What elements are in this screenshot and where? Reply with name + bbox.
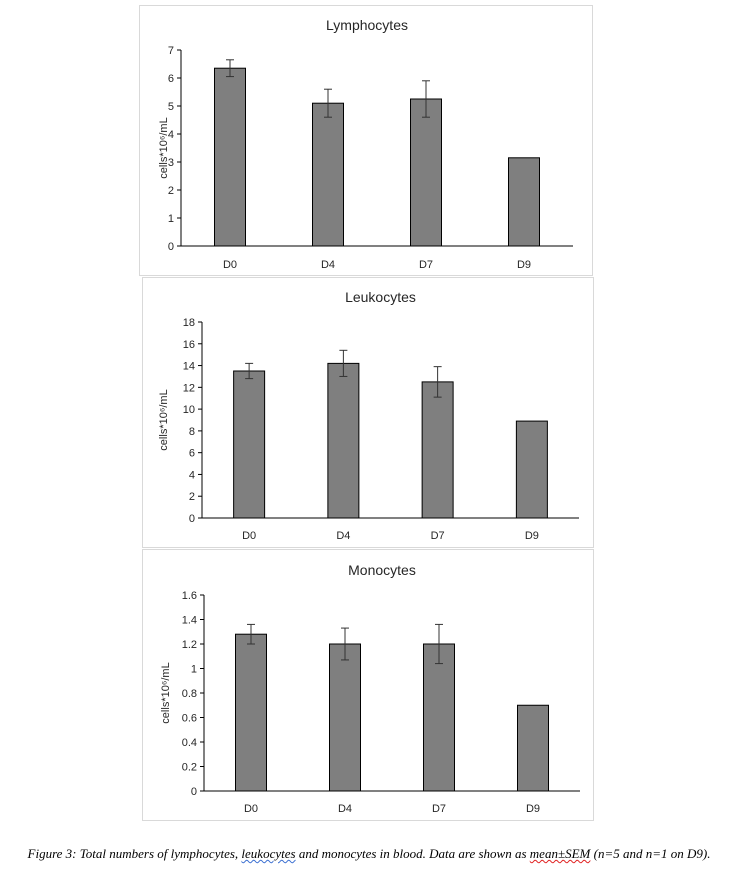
y-tick-label: 1.6 [182, 590, 197, 602]
x-tick-label-d0: D0 [223, 259, 237, 271]
y-tick-label: 8 [189, 426, 195, 438]
y-tick-label: 5 [168, 101, 174, 113]
bar-d7 [423, 643, 455, 792]
chart-panel-leukocytes: Leukocytes 0 2 4 6 8 10 12 14 16 18 cells*10⁶/mL D0 D… [142, 277, 594, 548]
x-tick-label-d0: D0 [244, 803, 258, 815]
caption-word-leukocytes: leukocytes [241, 846, 296, 861]
bar-d9 [517, 704, 549, 792]
bar-d0 [233, 370, 266, 519]
y-tick-label: 1.4 [182, 615, 197, 627]
y-tick-label: 0.4 [182, 737, 197, 749]
chart-title: Leukocytes [345, 289, 416, 305]
y-tick-label: 6 [189, 448, 195, 460]
chart-leukocytes: Leukocytes 0 2 4 6 8 10 12 14 16 18 cells*10⁶/mL D0 D… [158, 289, 579, 542]
bar-d9 [515, 420, 548, 519]
x-tick-label-d0: D0 [242, 530, 256, 542]
chart-title: Lymphocytes [326, 17, 408, 33]
bar-d4 [327, 362, 360, 519]
bar-d9 [508, 157, 540, 247]
chart-lymphocytes: Lymphocytes 0 1 2 3 4 5 6 7 cells*10⁶/mL D0 D4 D7 D9 [158, 17, 573, 271]
bar-d7 [410, 98, 442, 247]
x-tick-label-d9: D9 [517, 259, 531, 271]
y-axis-label: cells*10⁶/mL [160, 662, 172, 723]
y-tick-label: 10 [183, 404, 195, 416]
y-tick-label: 18 [183, 317, 195, 329]
bar-d4 [312, 102, 344, 247]
chart-monocytes: Monocytes 0 0.2 0.4 0.6 0.8 1 1.2 1.4 1.6 cells*10… [160, 562, 580, 815]
y-tick-label: 7 [168, 45, 174, 57]
x-tick-label-d4: D4 [336, 530, 350, 542]
y-tick-label: 0.6 [182, 713, 197, 725]
x-tick-label-d4: D4 [321, 259, 335, 271]
x-tick-label-d4: D4 [338, 803, 352, 815]
y-tick-label: 1.2 [182, 639, 197, 651]
y-tick-label: 14 [183, 361, 195, 373]
y-tick-label: 6 [168, 73, 174, 85]
y-tick-label: 0 [191, 786, 197, 798]
y-axis-label: cells*10⁶/mL [158, 117, 170, 178]
y-tick-label: 12 [183, 382, 195, 394]
bar-d0 [214, 67, 246, 247]
y-tick-label: 0 [168, 241, 174, 253]
y-tick-label: 1 [168, 213, 174, 225]
x-tick-label-d9: D9 [525, 530, 539, 542]
caption-word-mean-sem: mean±SEM [529, 846, 591, 861]
y-tick-label: 0.8 [182, 688, 197, 700]
chart-panel-lymphocytes: Lymphocytes 0 1 2 3 4 5 6 7 cells*10⁶/mL D0 D4 D7 D9 [139, 5, 593, 276]
y-tick-label: 1 [191, 664, 197, 676]
bar-d4 [329, 643, 361, 792]
y-tick-label: 2 [189, 491, 195, 503]
y-tick-label: 4 [189, 469, 195, 481]
chart-panel-monocytes: Monocytes 0 0.2 0.4 0.6 0.8 1 1.2 1.4 1.6 cells*10… [142, 549, 594, 821]
chart-title: Monocytes [348, 562, 416, 578]
y-tick-label: 2 [168, 185, 174, 197]
y-tick-label: 3 [168, 157, 174, 169]
y-axis-label: cells*10⁶/mL [158, 389, 170, 450]
figure-caption: Figure 3: Total numbers of lymphocytes, … [0, 846, 738, 862]
x-tick-label-d7: D7 [432, 803, 446, 815]
x-tick-label-d7: D7 [419, 259, 433, 271]
x-tick-label-d9: D9 [526, 803, 540, 815]
y-tick-label: 4 [168, 129, 174, 141]
caption-text-1: Figure 3: Total numbers of lymphocytes, [27, 846, 242, 861]
bar-d0 [235, 633, 267, 792]
x-tick-label-d7: D7 [431, 530, 445, 542]
caption-text-2: and monocytes in blood. Data are shown a… [295, 846, 530, 861]
bar-d7 [421, 381, 454, 519]
y-tick-label: 0.2 [182, 762, 197, 774]
caption-text-3: (n=5 and n=1 on D9). [590, 846, 711, 861]
y-tick-label: 16 [183, 339, 195, 351]
y-tick-label: 0 [189, 513, 195, 525]
